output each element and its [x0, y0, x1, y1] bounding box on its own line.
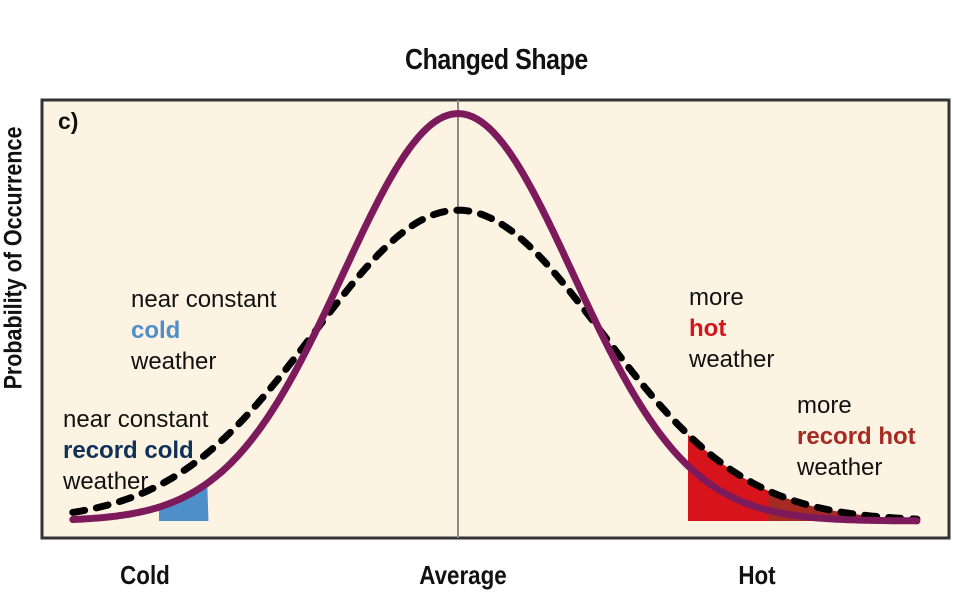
- x-tick-cold: Cold: [120, 560, 170, 590]
- annotation-line: weather: [131, 348, 217, 375]
- annotation-line: near constant: [131, 286, 277, 313]
- x-tick-hot: Hot: [738, 560, 776, 590]
- annotation-line: weather: [63, 468, 149, 495]
- annotation-highlight: hot: [689, 315, 727, 342]
- curve-new-climate: [69, 110, 921, 525]
- annotation-line: more: [797, 392, 852, 419]
- annotation-line: weather: [797, 454, 883, 481]
- annotation-cold: near constant cold weather: [131, 284, 276, 377]
- annotation-record-hot: more record hot weather: [797, 390, 916, 483]
- panel-label: c): [58, 108, 79, 134]
- annotation-line: near constant: [63, 406, 209, 433]
- annotation-highlight: record hot: [797, 423, 916, 450]
- chart-title: Changed Shape: [404, 44, 588, 76]
- curve-previous-climate: [69, 206, 921, 523]
- annotation-highlight: record cold: [63, 437, 194, 464]
- annotation-highlight: cold: [131, 317, 181, 344]
- annotation-line: more: [689, 284, 744, 311]
- annotation-record-cold: near constant record cold weather: [63, 404, 208, 497]
- annotation-hot: more hot weather: [689, 282, 774, 375]
- x-tick-average: Average: [419, 560, 507, 590]
- annotation-line: weather: [689, 346, 775, 373]
